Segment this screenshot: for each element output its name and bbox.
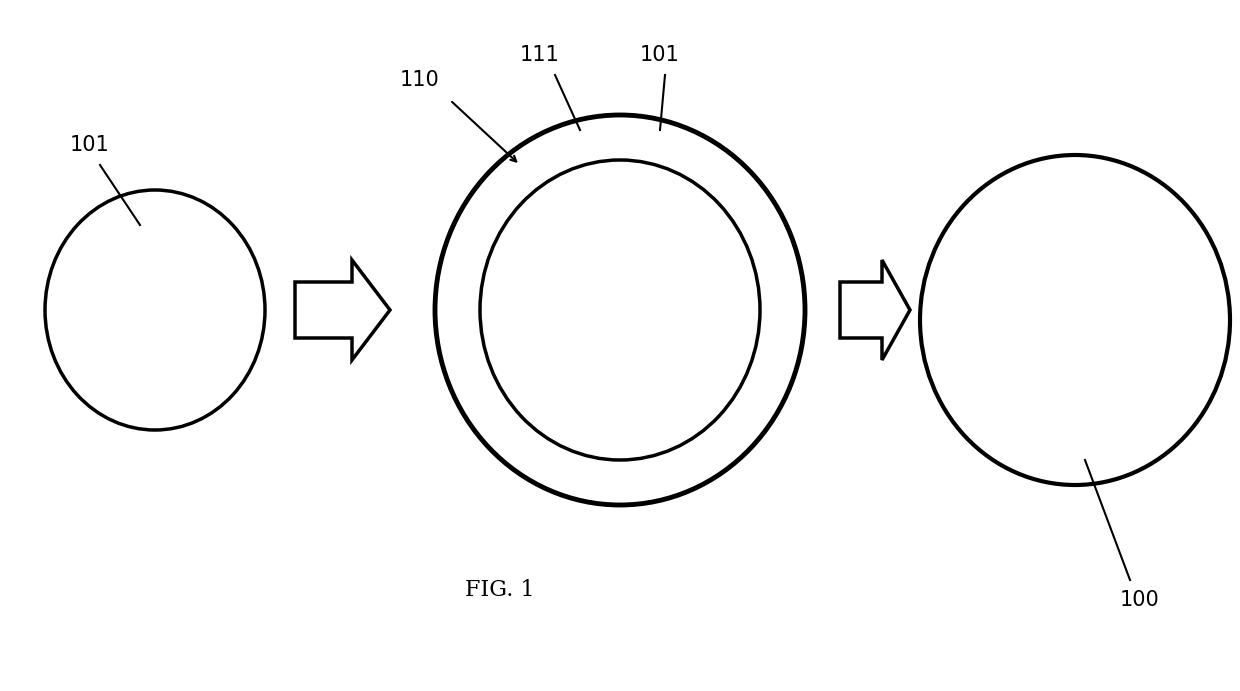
Text: 101: 101 [71,135,110,155]
Text: 111: 111 [520,45,560,65]
Text: 110: 110 [401,70,440,90]
Text: 100: 100 [1120,590,1159,610]
Text: FIG. 1: FIG. 1 [465,579,534,601]
Text: 101: 101 [640,45,680,65]
